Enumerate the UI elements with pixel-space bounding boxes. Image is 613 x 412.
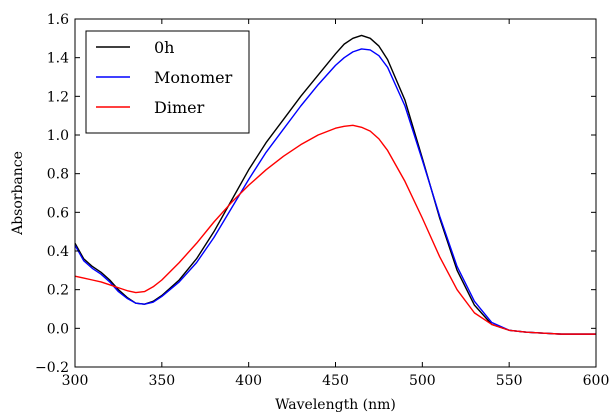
x-axis-title: Wavelength (nm) (275, 397, 396, 412)
legend-label: Monomer (154, 68, 233, 87)
legend-box (85, 30, 250, 134)
x-tick-label: 350 (148, 373, 175, 389)
series-layer (74, 34, 596, 335)
y-axis-title: Absorbance (10, 151, 26, 236)
series-line-dimer (74, 124, 596, 335)
legend: 0h Monomer Dimer (85, 30, 250, 134)
y-tick-label: 1.6 (47, 12, 69, 28)
x-tick-label: 500 (409, 373, 436, 389)
tick-layer: 300 350 400 450 500 550 600 −0.2 0.0 0.2 0.4 0.6 0.8… (35, 12, 609, 389)
x-tick-label: 450 (322, 373, 349, 389)
x-tick-label: 550 (496, 373, 523, 389)
y-tick-label: 1.2 (47, 89, 69, 105)
y-tick-label: 0.6 (47, 205, 69, 221)
y-tick-label: 0.4 (47, 244, 69, 260)
y-tick-label: −0.2 (35, 360, 69, 376)
y-tick-label: 1.4 (47, 51, 69, 67)
series-line-monomer (74, 48, 596, 335)
x-tick-label: 400 (235, 373, 262, 389)
legend-label: 0h (154, 38, 174, 57)
y-tick-label: 0.2 (47, 283, 69, 299)
legend-label: Dimer (154, 98, 205, 117)
x-tick-label: 600 (583, 373, 610, 389)
y-tick-label: 1.0 (47, 128, 69, 144)
y-tick-label: 0.8 (47, 167, 69, 183)
x-tick-label: 300 (62, 373, 89, 389)
y-tick-label: 0.0 (47, 321, 69, 337)
